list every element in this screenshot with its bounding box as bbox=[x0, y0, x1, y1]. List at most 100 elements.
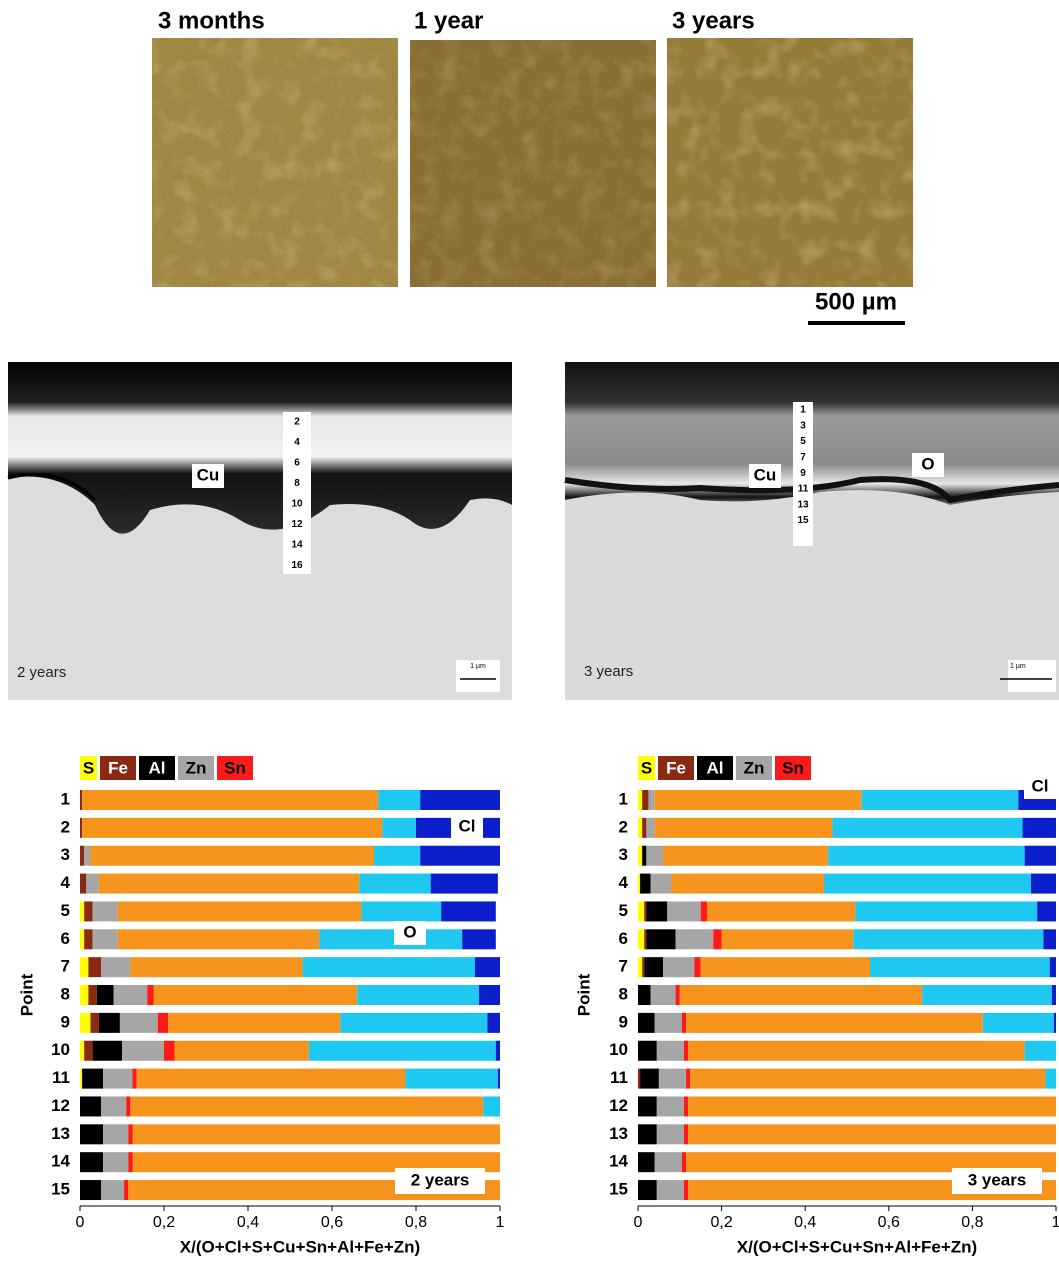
y-tick-label: 14 bbox=[51, 1152, 70, 1171]
bar-segment bbox=[93, 929, 118, 949]
bar-segment bbox=[667, 901, 700, 921]
bar-segment bbox=[862, 790, 1019, 810]
point-number: 13 bbox=[797, 499, 809, 510]
bar-segment bbox=[638, 1180, 657, 1200]
legend-label: Al bbox=[149, 758, 166, 777]
y-tick-label: 5 bbox=[61, 901, 70, 920]
series-label: O bbox=[921, 454, 934, 473]
bar-segment bbox=[690, 1069, 1045, 1089]
bar-segment bbox=[1054, 1013, 1056, 1033]
bar-segment bbox=[479, 985, 500, 1005]
legend-label: S bbox=[83, 758, 94, 777]
bar-segment bbox=[99, 1013, 120, 1033]
point-number: 3 bbox=[800, 420, 806, 431]
bar-segment bbox=[644, 901, 646, 921]
bar-segment bbox=[663, 846, 828, 866]
point-number: 12 bbox=[291, 519, 303, 530]
bar-segment bbox=[663, 957, 694, 977]
bar-segment bbox=[651, 874, 672, 894]
bar-segment bbox=[91, 1013, 99, 1033]
bar-segment bbox=[84, 901, 92, 921]
bar-segment bbox=[684, 1124, 688, 1144]
bar-segment bbox=[97, 985, 114, 1005]
bar-segment bbox=[655, 818, 833, 838]
bar-segment bbox=[406, 1069, 498, 1089]
bar-segment bbox=[682, 1013, 686, 1033]
bar-segment bbox=[684, 1180, 688, 1200]
bar-segment bbox=[118, 901, 362, 921]
photo bbox=[410, 40, 656, 287]
bar-segment bbox=[80, 790, 82, 810]
bar-segment bbox=[707, 901, 855, 921]
bar-segment bbox=[1037, 901, 1056, 921]
y-tick-label: 8 bbox=[61, 985, 70, 1004]
y-tick-label: 12 bbox=[51, 1096, 70, 1115]
bar-segment bbox=[84, 929, 92, 949]
legend-label: Fe bbox=[108, 758, 128, 777]
bar-segment bbox=[86, 874, 99, 894]
y-tick-label: 3 bbox=[619, 845, 628, 864]
bar-segment bbox=[374, 846, 420, 866]
bar-segment bbox=[640, 1069, 659, 1089]
bar-segment bbox=[128, 1152, 132, 1172]
bar-segment bbox=[655, 1013, 682, 1033]
bar-segment bbox=[359, 874, 430, 894]
bar-segment bbox=[1025, 846, 1056, 866]
bar-segment bbox=[1031, 874, 1056, 894]
y-tick-label: 11 bbox=[52, 1068, 70, 1087]
bar-segment bbox=[1052, 985, 1056, 1005]
bar-segment bbox=[103, 1069, 132, 1089]
x-tick-label: 0 bbox=[76, 1214, 85, 1231]
bar-segment bbox=[158, 1013, 169, 1033]
y-tick-label: 2 bbox=[619, 817, 628, 836]
bar-segment bbox=[642, 818, 646, 838]
bar-segment bbox=[694, 957, 700, 977]
bar-segment bbox=[80, 1013, 91, 1033]
x-tick-label: 0,8 bbox=[405, 1214, 427, 1231]
bar-segment bbox=[84, 846, 90, 866]
bar-segment bbox=[80, 818, 82, 838]
bar-segment bbox=[128, 1124, 132, 1144]
bar-segment bbox=[80, 1069, 82, 1089]
legend-label: Sn bbox=[782, 758, 804, 777]
bar-segment bbox=[1043, 929, 1056, 949]
bar-segment bbox=[80, 1180, 101, 1200]
bar-segment bbox=[164, 1041, 175, 1061]
series-label: Cl bbox=[459, 816, 476, 835]
bar-segment bbox=[80, 901, 84, 921]
point-number: 9 bbox=[800, 468, 806, 479]
bar-segment bbox=[701, 901, 707, 921]
bar-segment bbox=[357, 985, 479, 1005]
y-axis-label: Point bbox=[574, 973, 593, 1016]
legend-label: Fe bbox=[666, 758, 686, 777]
x-axis-label: X/(O+Cl+S+Cu+Sn+Al+Fe+Zn) bbox=[737, 1237, 977, 1256]
bar-segment bbox=[309, 1041, 496, 1061]
bar-segment bbox=[644, 929, 646, 949]
bar-segment bbox=[1046, 1069, 1056, 1089]
annotation: 2 years bbox=[411, 1170, 470, 1189]
bar-segment bbox=[122, 1041, 164, 1061]
bar-segment bbox=[82, 1069, 103, 1089]
bar-segment bbox=[93, 901, 118, 921]
bar-segment bbox=[646, 929, 675, 949]
y-tick-label: 14 bbox=[609, 1152, 628, 1171]
photo-label: 3 months bbox=[158, 7, 265, 34]
point-number: 11 bbox=[798, 484, 809, 495]
point-number: 6 bbox=[294, 458, 300, 469]
bar-segment bbox=[646, 818, 654, 838]
bar-segment bbox=[103, 1124, 128, 1144]
bar-segment bbox=[154, 985, 358, 1005]
bar-segment bbox=[80, 1041, 84, 1061]
bar-segment bbox=[101, 957, 130, 977]
bar-segment bbox=[303, 957, 475, 977]
y-tick-label: 12 bbox=[609, 1096, 628, 1115]
figure: 3 months 1 year 3 years 500 µm 2 years 3… bbox=[0, 0, 1059, 1266]
point-number: 1 bbox=[800, 405, 806, 416]
bar-segment bbox=[462, 929, 496, 949]
bar-segment bbox=[133, 1069, 137, 1089]
legend-label: Sn bbox=[224, 758, 246, 777]
bar-segment bbox=[101, 1180, 124, 1200]
point-number: 7 bbox=[800, 452, 806, 463]
series-label: O bbox=[403, 922, 416, 941]
bar-segment bbox=[431, 874, 498, 894]
